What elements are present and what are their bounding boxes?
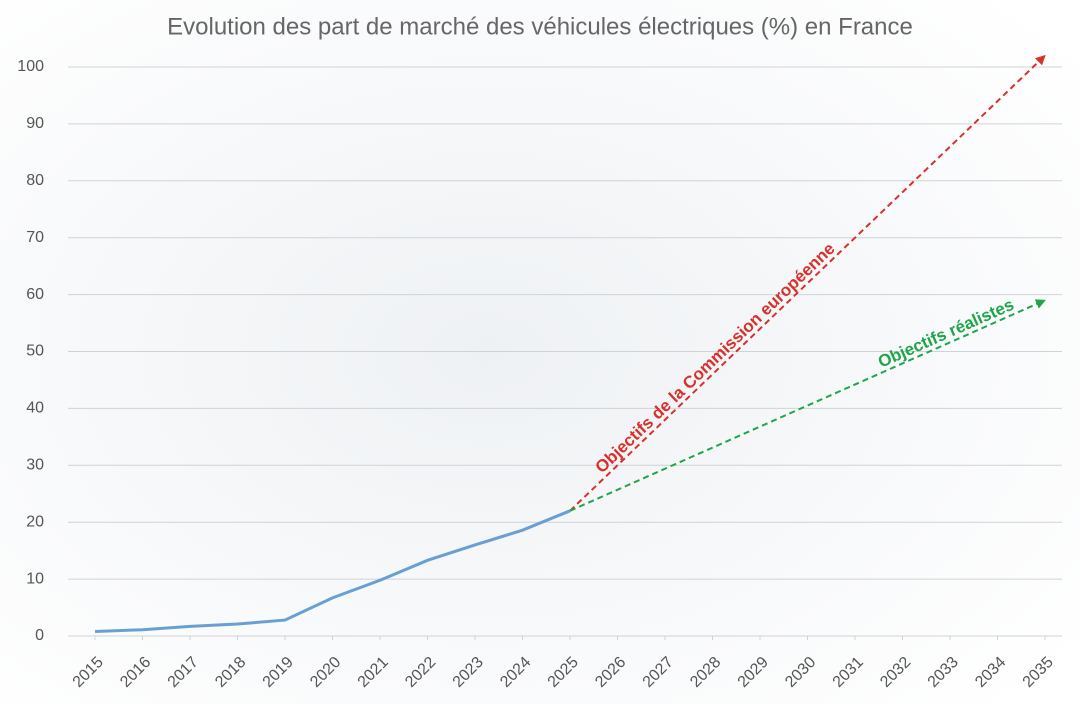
series-line (569, 299, 1046, 512)
y-tick-label: 50 (26, 343, 44, 360)
y-tick-label: 90 (26, 115, 44, 132)
y-tick-label: 10 (26, 570, 44, 587)
y-tick-label: 100 (17, 58, 44, 75)
series-line (94, 509, 571, 633)
y-tick-label: 60 (26, 286, 44, 303)
y-tick-label: 30 (26, 457, 44, 474)
chart-title: Evolution des part de marché des véhicul… (167, 13, 913, 40)
y-tick-label: 20 (26, 513, 44, 530)
y-tick-label: 0 (35, 627, 44, 644)
y-tick-label: 70 (26, 229, 44, 246)
y-tick-label: 40 (26, 400, 44, 417)
y-tick-label: 80 (26, 172, 44, 189)
